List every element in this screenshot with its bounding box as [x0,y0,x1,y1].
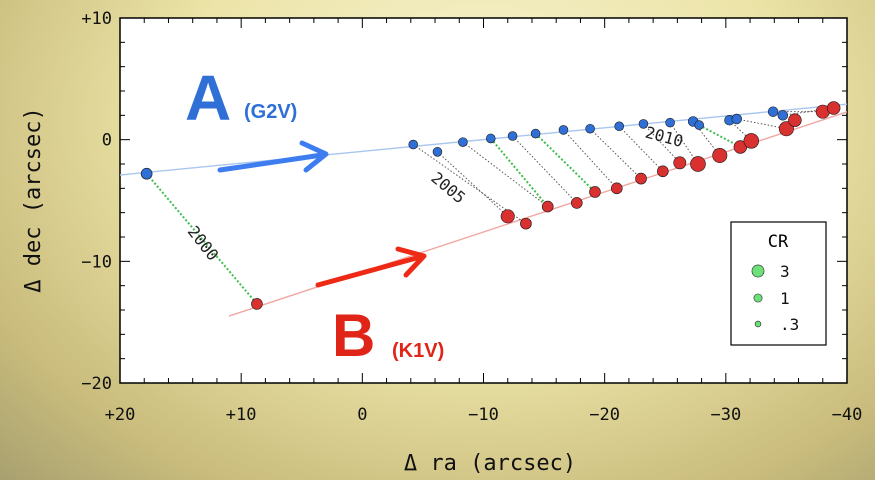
star-a-point [140,167,153,180]
star-b-point [673,156,687,170]
y-tick-label: 0 [102,131,112,151]
star-a-point [665,117,675,128]
star-b-point [251,298,263,310]
callout-a-box [180,37,352,130]
star-a-point [408,139,418,150]
legend-label: 1 [780,289,790,308]
legend-label: 3 [780,262,790,281]
legend-frame [730,221,827,346]
star-a-point [614,121,624,132]
star-b-point [520,217,532,230]
star-a-point [432,147,443,157]
star-a-point [458,137,468,147]
legend-entries: 31.3 [751,262,799,334]
epoch-connector [462,141,549,207]
x-axis-label: Δ ra (arcsec) [404,451,576,476]
x-tick-label: −20 [589,405,620,425]
star-a-point [731,113,742,125]
callout-b: B (K1V) [315,246,495,369]
star-a-point [558,125,569,135]
x-tick-label: −40 [832,405,863,425]
star-b-point [826,101,841,115]
epoch-connector [736,118,787,130]
legend-marker [751,264,765,278]
star-a-point [638,119,649,129]
star-b-point [635,172,647,185]
arrow-b-shaft [315,254,423,288]
epoch-connector [145,173,258,305]
arrow-b-head [395,246,427,278]
star-b-point [500,209,515,224]
epoch-connector [589,128,642,179]
star-b-point [690,156,706,172]
star-a-point [485,133,496,144]
star-b-label: B [332,302,375,369]
star-a-point [507,131,518,141]
y-tick-label: −10 [81,252,112,272]
star-b-point [743,133,760,149]
star-a-point [777,110,789,121]
callout-a: A (G2V) [180,37,352,173]
x-tick-label: +10 [226,405,257,425]
legend-title: CR [768,232,789,252]
x-tick-label: −30 [710,405,741,425]
x-tick-label: −10 [468,405,499,425]
legend-marker [754,320,762,328]
star-b-point [610,182,623,195]
arrow-a-head [299,140,329,173]
x-tick-label: 0 [357,405,367,425]
legend-label: .3 [780,315,799,334]
epoch-connector [563,129,618,189]
legend-marker [753,293,763,303]
star-a-type: (G2V) [244,101,297,123]
epoch-connector [669,122,699,165]
epoch-connector [490,137,549,208]
star-a-point [530,128,541,139]
star-b-type: (K1V) [392,340,444,362]
epoch-connector [534,132,596,193]
star-a-point [585,123,595,134]
data-points [140,101,841,310]
star-b-point [657,165,669,178]
axis-ticks: +20 +10 0 −10 −20 −30 −40 +10 0 −10 −20 [81,9,862,425]
epoch-connector [512,135,578,204]
star-b-point [541,200,554,213]
star-a-point [767,106,779,117]
star-b-point [589,186,601,198]
legend-box: CR 31.3 [730,221,827,346]
arrow-a-shaft [217,152,325,173]
callout-b-box [327,268,495,368]
star-a-point [694,120,704,130]
y-tick-label: −20 [81,374,112,394]
star-b-point [778,121,794,137]
x-tick-label: +20 [105,405,136,425]
y-axis-label: Δ dec (arcsec) [21,107,46,292]
star-b-point [570,197,583,209]
star-a-label: A [185,62,231,134]
star-b-point [712,147,728,163]
star-b-point [788,113,802,127]
y-tick-label: +10 [81,9,112,29]
